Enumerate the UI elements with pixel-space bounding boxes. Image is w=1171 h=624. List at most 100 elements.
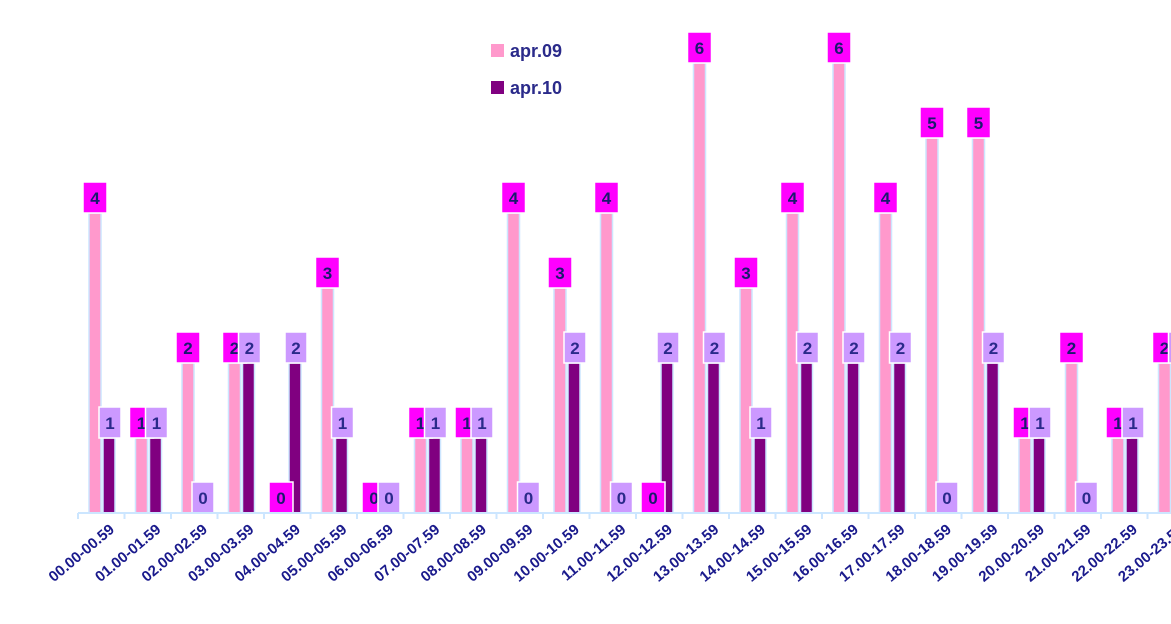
svg-text:0: 0 bbox=[1082, 489, 1091, 508]
bar-apr10 bbox=[753, 437, 767, 514]
bar-apr09 bbox=[460, 437, 474, 514]
data-label-apr10: 1 bbox=[1121, 406, 1145, 439]
svg-text:1: 1 bbox=[1035, 414, 1044, 433]
svg-text:1: 1 bbox=[1113, 414, 1122, 433]
svg-text:0: 0 bbox=[942, 489, 951, 508]
svg-text:1: 1 bbox=[1128, 414, 1137, 433]
bar-apr09 bbox=[320, 287, 335, 514]
data-label-apr09: 2 bbox=[1151, 331, 1171, 364]
data-label-apr09: 3 bbox=[733, 256, 759, 289]
svg-text:0: 0 bbox=[198, 489, 207, 508]
data-label-apr10: 1 bbox=[98, 406, 122, 439]
svg-text:2: 2 bbox=[183, 339, 192, 358]
svg-text:0: 0 bbox=[369, 489, 378, 508]
svg-text:3: 3 bbox=[741, 264, 750, 283]
svg-text:1: 1 bbox=[462, 414, 471, 433]
svg-text:3: 3 bbox=[555, 264, 564, 283]
data-label-apr10: 2 bbox=[1167, 331, 1171, 364]
data-label-apr09: 6 bbox=[686, 31, 713, 64]
bar-apr09 bbox=[1157, 362, 1171, 514]
bar-apr10 bbox=[474, 437, 488, 514]
bars-layer bbox=[88, 62, 1171, 514]
svg-text:1: 1 bbox=[338, 414, 347, 433]
data-label-apr09: 4 bbox=[82, 181, 108, 214]
bar-apr10 bbox=[846, 362, 860, 514]
bar-apr09 bbox=[1111, 437, 1125, 514]
svg-text:1: 1 bbox=[477, 414, 486, 433]
svg-text:0: 0 bbox=[276, 489, 285, 508]
bar-apr09 bbox=[971, 137, 986, 514]
bar-apr10 bbox=[706, 362, 721, 514]
svg-text:2: 2 bbox=[230, 339, 239, 358]
svg-text:2: 2 bbox=[570, 339, 579, 358]
data-label-apr10: 2 bbox=[284, 331, 308, 364]
svg-text:2: 2 bbox=[803, 339, 812, 358]
legend-swatch-apr10 bbox=[491, 81, 504, 94]
data-label-apr10: 0 bbox=[935, 481, 959, 514]
data-label-apr10: 1 bbox=[423, 406, 448, 439]
svg-text:2: 2 bbox=[245, 339, 254, 358]
svg-text:4: 4 bbox=[602, 189, 612, 208]
bar-apr09 bbox=[134, 437, 149, 514]
svg-text:2: 2 bbox=[849, 339, 858, 358]
data-label-apr10: 2 bbox=[237, 331, 262, 364]
data-label-apr10: 1 bbox=[470, 406, 494, 439]
bar-apr10 bbox=[427, 437, 442, 514]
bar-apr10 bbox=[799, 362, 814, 514]
svg-text:1: 1 bbox=[416, 414, 425, 433]
svg-text:5: 5 bbox=[927, 114, 936, 133]
data-label-apr09: 5 bbox=[965, 106, 992, 139]
svg-text:3: 3 bbox=[323, 264, 332, 283]
legend-swatch-apr09 bbox=[491, 44, 504, 57]
data-label-apr09: 2 bbox=[175, 331, 201, 364]
bar-apr10 bbox=[241, 362, 256, 514]
legend: apr.09 apr.10 bbox=[491, 41, 562, 98]
svg-text:4: 4 bbox=[788, 189, 798, 208]
bar-apr09 bbox=[88, 212, 102, 514]
bar-apr09 bbox=[227, 362, 242, 514]
bar-apr09 bbox=[599, 212, 614, 514]
svg-text:1: 1 bbox=[431, 414, 440, 433]
data-label-apr10: 2 bbox=[981, 331, 1006, 364]
data-label-apr10: 0 bbox=[516, 481, 541, 514]
data-label-apr10: 1 bbox=[749, 406, 773, 439]
svg-text:5: 5 bbox=[974, 114, 983, 133]
data-label-apr09: 4 bbox=[500, 181, 527, 214]
data-label-apr10: 0 bbox=[377, 481, 401, 514]
data-label-apr09: 0 bbox=[640, 481, 666, 514]
svg-text:6: 6 bbox=[695, 39, 704, 58]
data-label-apr10: 0 bbox=[609, 481, 634, 514]
bar-apr09 bbox=[692, 62, 707, 514]
svg-text:2: 2 bbox=[989, 339, 998, 358]
data-label-apr10: 0 bbox=[1074, 481, 1099, 514]
data-label-apr10: 1 bbox=[144, 406, 169, 439]
legend-label-apr09: apr.09 bbox=[510, 41, 562, 61]
svg-text:1: 1 bbox=[105, 414, 114, 433]
bar-apr10 bbox=[567, 362, 581, 514]
svg-text:0: 0 bbox=[617, 489, 626, 508]
bar-apr10 bbox=[334, 437, 349, 514]
data-label-apr10: 1 bbox=[330, 406, 355, 439]
data-label-apr09: 2 bbox=[1058, 331, 1085, 364]
svg-text:0: 0 bbox=[384, 489, 393, 508]
data-label-apr10: 2 bbox=[656, 331, 680, 364]
svg-text:1: 1 bbox=[756, 414, 765, 433]
bar-apr10 bbox=[985, 362, 1000, 514]
bar-apr10 bbox=[1125, 437, 1139, 514]
svg-text:1: 1 bbox=[152, 414, 161, 433]
svg-text:6: 6 bbox=[834, 39, 843, 58]
legend-label-apr10: apr.10 bbox=[510, 78, 562, 98]
data-label-apr09: 3 bbox=[547, 256, 573, 289]
data-label-apr09: 4 bbox=[593, 181, 620, 214]
svg-text:2: 2 bbox=[663, 339, 672, 358]
bar-apr09 bbox=[413, 437, 428, 514]
x-axis: 00.00-00.5901.00-01.5902.00-02.5903.00-0… bbox=[46, 512, 1171, 586]
svg-text:2: 2 bbox=[291, 339, 300, 358]
svg-text:0: 0 bbox=[524, 489, 533, 508]
bar-apr09 bbox=[832, 62, 846, 514]
svg-text:0: 0 bbox=[648, 489, 657, 508]
svg-text:4: 4 bbox=[509, 189, 519, 208]
svg-text:1: 1 bbox=[137, 414, 146, 433]
